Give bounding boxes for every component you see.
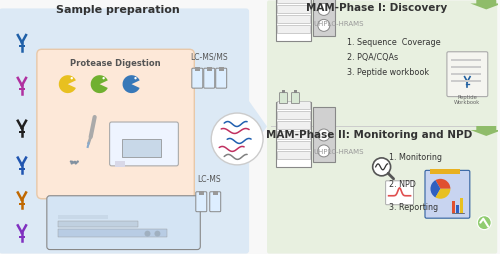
FancyBboxPatch shape	[37, 50, 194, 199]
Text: MAM-Phase II: Monitoring and NPD: MAM-Phase II: Monitoring and NPD	[266, 130, 472, 139]
Bar	[277, 151, 310, 159]
Circle shape	[72, 161, 74, 163]
Bar	[218, 68, 224, 72]
FancyBboxPatch shape	[425, 171, 470, 218]
FancyBboxPatch shape	[47, 196, 201, 250]
Wedge shape	[59, 76, 76, 94]
Bar	[452, 201, 456, 213]
Wedge shape	[436, 179, 450, 189]
Wedge shape	[122, 76, 140, 94]
Bar	[452, 60, 482, 62]
Bar	[313, 0, 335, 37]
Text: 2. PQA/CQAs: 2. PQA/CQAs	[347, 53, 398, 61]
Circle shape	[134, 78, 136, 80]
FancyBboxPatch shape	[292, 93, 300, 104]
Bar	[195, 68, 200, 72]
Circle shape	[318, 145, 330, 157]
FancyBboxPatch shape	[267, 2, 497, 129]
FancyBboxPatch shape	[0, 9, 249, 253]
FancyBboxPatch shape	[210, 192, 220, 212]
Bar	[430, 169, 460, 174]
Text: LC-MS/MS: LC-MS/MS	[190, 53, 228, 61]
Circle shape	[144, 231, 150, 237]
Wedge shape	[436, 189, 450, 199]
Circle shape	[154, 231, 160, 237]
Text: Protease Digestion: Protease Digestion	[70, 58, 161, 68]
Text: MAM-Phase I: Discovery: MAM-Phase I: Discovery	[306, 3, 448, 13]
Text: Sample preparation: Sample preparation	[56, 5, 180, 15]
Bar	[277, 16, 310, 24]
FancyBboxPatch shape	[280, 93, 287, 104]
Text: LC-MS: LC-MS	[198, 175, 221, 184]
Circle shape	[478, 216, 491, 230]
Circle shape	[76, 161, 79, 163]
Bar	[277, 141, 310, 149]
Bar	[207, 68, 212, 72]
Bar	[58, 229, 168, 237]
Circle shape	[70, 163, 73, 165]
Circle shape	[318, 4, 330, 16]
Circle shape	[70, 78, 73, 80]
Text: 3. Reporting: 3. Reporting	[388, 202, 438, 211]
Circle shape	[70, 161, 72, 163]
Circle shape	[318, 130, 330, 141]
Bar	[277, 102, 310, 110]
Bar	[460, 198, 464, 213]
Circle shape	[74, 163, 77, 165]
Bar	[277, 122, 310, 130]
Text: 1. Sequence  Coverage: 1. Sequence Coverage	[347, 38, 440, 47]
Text: UHPLC-HRAMS: UHPLC-HRAMS	[313, 21, 364, 27]
Bar	[114, 161, 124, 167]
FancyBboxPatch shape	[110, 122, 178, 166]
FancyBboxPatch shape	[196, 192, 207, 212]
Bar	[276, 0, 311, 42]
FancyBboxPatch shape	[267, 126, 497, 253]
Bar	[276, 103, 311, 167]
Bar	[313, 108, 335, 162]
Circle shape	[318, 20, 330, 32]
Text: Peptide
Workbook: Peptide Workbook	[454, 94, 480, 105]
Text: UHPLC-HRAMS: UHPLC-HRAMS	[313, 148, 364, 154]
Bar	[282, 91, 285, 94]
Bar	[122, 139, 162, 157]
FancyBboxPatch shape	[447, 53, 488, 97]
Bar	[452, 74, 482, 76]
Bar	[452, 67, 482, 69]
Polygon shape	[470, 1, 500, 10]
FancyBboxPatch shape	[192, 69, 203, 89]
Bar	[212, 191, 218, 195]
FancyBboxPatch shape	[204, 69, 214, 89]
Bar	[58, 215, 108, 219]
FancyBboxPatch shape	[386, 181, 413, 205]
Bar	[277, 0, 310, 4]
Text: 1. Monitoring: 1. Monitoring	[388, 153, 442, 162]
Wedge shape	[430, 180, 440, 198]
Circle shape	[76, 162, 78, 164]
Circle shape	[102, 78, 105, 80]
Text: 3. Peptide workbook: 3. Peptide workbook	[347, 67, 429, 76]
Bar	[277, 6, 310, 14]
Circle shape	[74, 161, 76, 163]
Polygon shape	[470, 126, 500, 136]
Bar	[452, 81, 482, 83]
Bar	[277, 132, 310, 139]
Bar	[456, 205, 460, 213]
Bar	[277, 112, 310, 120]
Circle shape	[72, 162, 75, 164]
Bar	[199, 191, 204, 195]
Circle shape	[211, 114, 263, 165]
Bar	[58, 221, 138, 227]
Wedge shape	[90, 76, 108, 94]
Polygon shape	[244, 95, 267, 159]
Text: 2. NPD: 2. NPD	[388, 180, 415, 188]
Bar	[294, 91, 297, 94]
Circle shape	[372, 158, 390, 176]
FancyBboxPatch shape	[216, 69, 226, 89]
Bar	[277, 26, 310, 34]
